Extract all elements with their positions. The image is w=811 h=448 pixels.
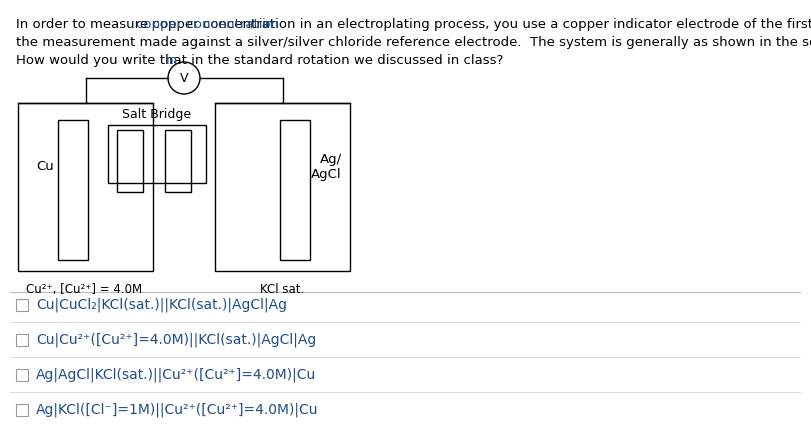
Text: copper concentration: copper concentration (136, 18, 279, 31)
Bar (215, 103, 350, 271)
Text: V: V (180, 72, 188, 85)
Bar (16, 334, 28, 346)
Text: In order to measure copper concentration in an electroplating process, you use a: In order to measure copper concentration… (16, 18, 811, 31)
Text: Ag|KCl([Cl⁻]=1M)||Cu²⁺([Cu²⁺]=4.0M)|Cu: Ag|KCl([Cl⁻]=1M)||Cu²⁺([Cu²⁺]=4.0M)|Cu (36, 403, 319, 417)
Text: KCl sat.: KCl sat. (260, 283, 305, 296)
Bar (16, 404, 28, 416)
Bar (117, 130, 143, 192)
Bar (165, 130, 191, 192)
Bar (108, 125, 206, 183)
Text: How would you write that in the standard rotation we discussed in class?: How would you write that in the standard… (16, 54, 504, 67)
Bar (58, 120, 88, 260)
Text: Cu²⁺, [Cu²⁺] = 4.0M: Cu²⁺, [Cu²⁺] = 4.0M (26, 283, 142, 296)
Text: Ag/
AgCl: Ag/ AgCl (311, 153, 342, 181)
Text: Cu|Cu²⁺([Cu²⁺]=4.0M)||KCl(sat.)|AgCl|Ag: Cu|Cu²⁺([Cu²⁺]=4.0M)||KCl(sat.)|AgCl|Ag (36, 333, 316, 347)
Text: in: in (262, 18, 274, 31)
Text: the measurement made against a silver/silver chloride reference electrode.  The : the measurement made against a silver/si… (16, 36, 811, 49)
Bar (280, 120, 310, 260)
Text: Cu: Cu (36, 160, 54, 173)
Text: Salt Bridge: Salt Bridge (122, 108, 191, 121)
Bar (16, 299, 28, 311)
Text: Ag|AgCl|KCl(sat.)||Cu²⁺([Cu²⁺]=4.0M)|Cu: Ag|AgCl|KCl(sat.)||Cu²⁺([Cu²⁺]=4.0M)|Cu (36, 368, 316, 382)
Text: Cu|CuCl₂|KCl(sat.)||KCl(sat.)|AgCl|Ag: Cu|CuCl₂|KCl(sat.)||KCl(sat.)|AgCl|Ag (36, 298, 287, 312)
Text: in: in (166, 54, 178, 67)
Circle shape (168, 62, 200, 94)
Bar (18, 103, 153, 271)
Bar (16, 369, 28, 381)
